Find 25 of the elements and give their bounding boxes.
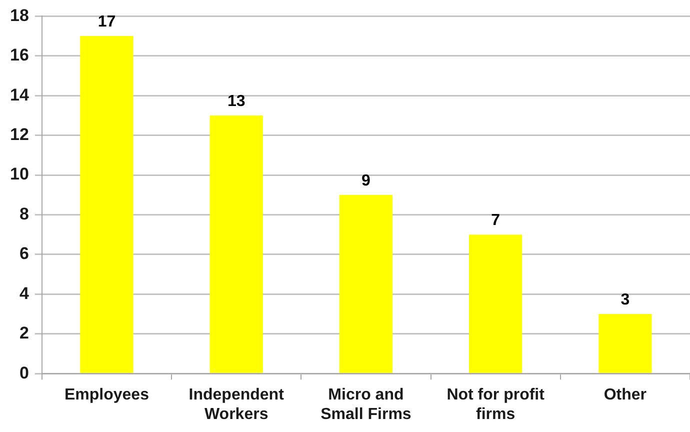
y-tick-label: 16 (10, 46, 29, 65)
y-tick-label: 4 (19, 284, 30, 303)
x-tick-label: Micro and Small Firms (320, 386, 412, 423)
y-tick-label: 6 (19, 244, 29, 264)
bar (469, 234, 522, 373)
x-tick-label: Employees (64, 386, 150, 404)
x-tick-label: Other (604, 386, 647, 404)
bar (210, 115, 263, 373)
y-tick-label: 14 (10, 85, 30, 104)
y-tick-label: 18 (10, 6, 29, 25)
y-tick-label: 8 (19, 204, 29, 224)
x-tick-label: Not for profit firms (446, 386, 546, 423)
bar (339, 194, 393, 373)
data-label: 17 (98, 13, 116, 30)
bar (598, 314, 652, 373)
data-label: 7 (491, 212, 500, 230)
y-tick-label: 0 (19, 363, 29, 382)
bar (80, 36, 134, 373)
data-label: 3 (620, 291, 630, 308)
x-tick-label: Independent Workers (188, 386, 285, 423)
y-tick-label: 10 (10, 164, 29, 184)
data-label: 9 (362, 172, 370, 190)
y-tick-label: 12 (10, 125, 29, 144)
y-tick-label: 2 (19, 324, 29, 343)
data-label: 13 (227, 92, 246, 110)
